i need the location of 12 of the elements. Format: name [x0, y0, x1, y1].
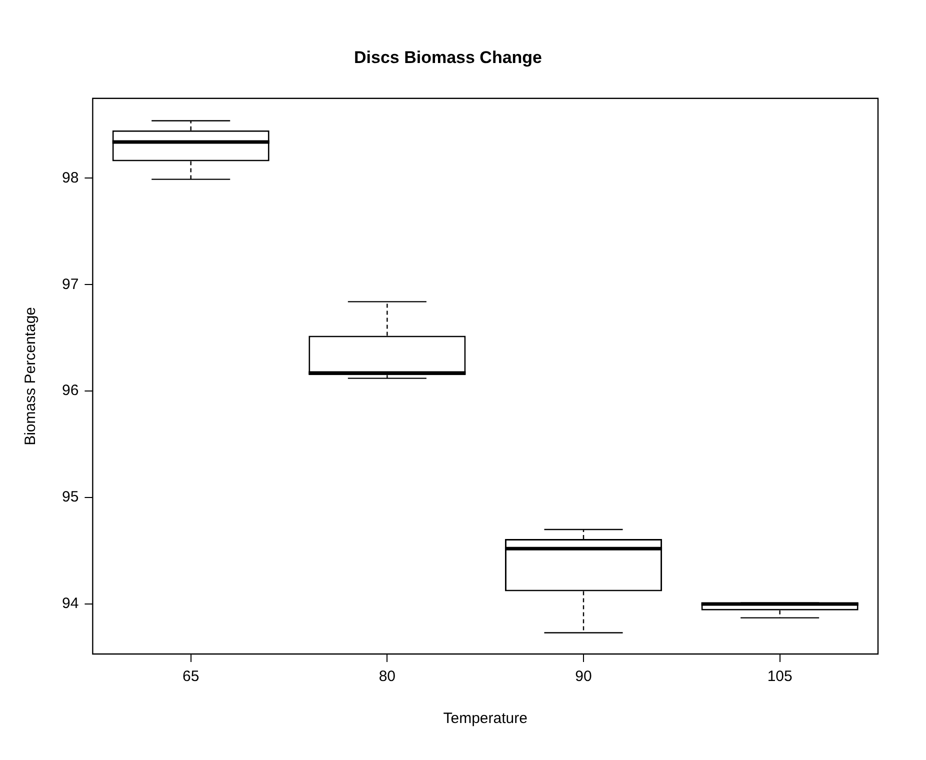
- x-tick-label: 90: [575, 668, 592, 686]
- y-tick-label: 94: [62, 595, 79, 612]
- chart-title: Discs Biomass Change: [354, 48, 542, 67]
- x-tick-label: 80: [378, 668, 396, 686]
- x-axis-title: Temperature: [443, 710, 528, 728]
- y-tick-label: 96: [62, 382, 79, 400]
- x-tick-label: 105: [767, 668, 792, 686]
- x-tick-label: 65: [182, 668, 200, 686]
- y-tick-label: 98: [62, 169, 79, 186]
- y-axis-title: Biomass Percentage: [22, 306, 40, 446]
- y-tick-label: 95: [62, 488, 79, 506]
- y-tick-label: 97: [62, 276, 79, 293]
